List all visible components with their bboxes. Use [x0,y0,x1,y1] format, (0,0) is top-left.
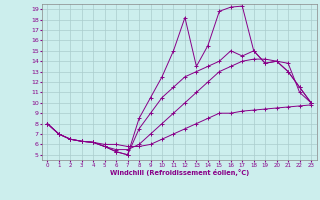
X-axis label: Windchill (Refroidissement éolien,°C): Windchill (Refroidissement éolien,°C) [109,169,249,176]
